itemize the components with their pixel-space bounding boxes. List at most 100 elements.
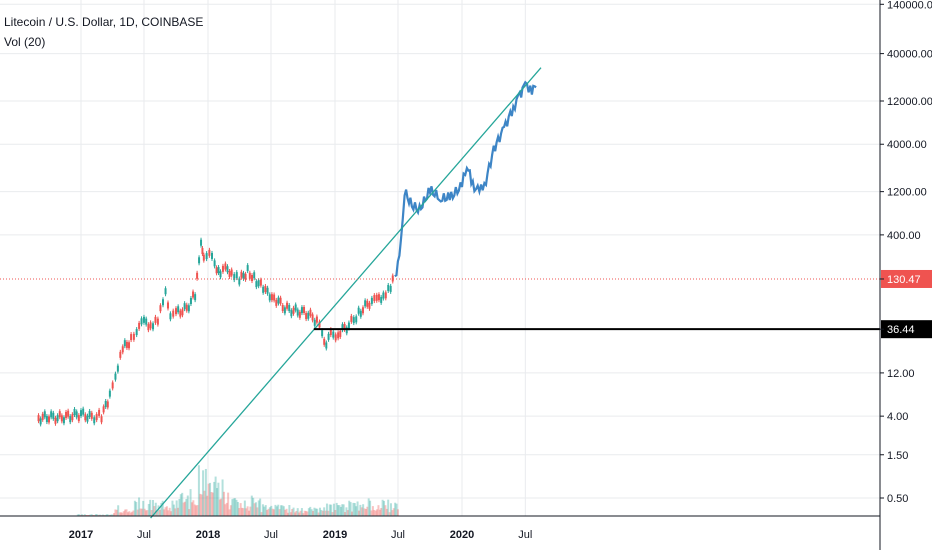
price-candle-body bbox=[384, 292, 387, 299]
price-candle-body bbox=[246, 265, 249, 272]
price-candle-body bbox=[208, 249, 211, 256]
volume-bar bbox=[385, 508, 388, 516]
volume-bar bbox=[234, 498, 237, 516]
volume-bar bbox=[146, 510, 149, 516]
price-candle-body bbox=[347, 322, 350, 329]
volume-bar bbox=[90, 514, 93, 516]
volume-bar bbox=[328, 504, 331, 516]
volume-bar bbox=[383, 500, 386, 516]
volume-bar bbox=[341, 504, 344, 516]
price-candle-body bbox=[366, 300, 369, 307]
volume-bar bbox=[373, 509, 376, 516]
last-price-badge bbox=[881, 269, 932, 288]
volume-bar bbox=[396, 509, 399, 516]
volume-bar bbox=[185, 499, 188, 516]
last-price-label: 130.47 bbox=[887, 274, 921, 286]
price-candle-body bbox=[164, 288, 167, 295]
y-tick-label: 4000.00 bbox=[887, 139, 927, 151]
volume-bar bbox=[149, 499, 152, 516]
price-candle-body bbox=[300, 307, 303, 314]
volume-bar bbox=[143, 508, 146, 516]
price-candle-body bbox=[313, 319, 316, 326]
volume-bar bbox=[128, 511, 131, 516]
volume-bar bbox=[190, 502, 193, 516]
volume-bar bbox=[202, 470, 205, 516]
volume-bar bbox=[183, 501, 186, 516]
volume-bar bbox=[334, 510, 337, 516]
volume-bar bbox=[119, 512, 122, 516]
price-candle-body bbox=[86, 415, 89, 422]
price-candle-body bbox=[215, 267, 218, 274]
price-candle-body bbox=[375, 294, 378, 301]
volume-bar bbox=[211, 492, 214, 516]
legend-symbol-title[interactable]: Litecoin / U.S. Dollar, 1D, COINBASE bbox=[4, 15, 204, 29]
volume-bar bbox=[165, 506, 168, 516]
price-candle-body bbox=[189, 298, 192, 305]
legend-volume-label[interactable]: Vol (20) bbox=[4, 35, 46, 49]
price-candle-body bbox=[114, 373, 117, 380]
volume-bar bbox=[163, 509, 166, 516]
volume-bar bbox=[367, 498, 370, 516]
price-candle-body bbox=[119, 351, 122, 358]
price-candle-body bbox=[350, 315, 353, 322]
price-candle-body bbox=[298, 311, 301, 318]
volume-bar bbox=[325, 503, 328, 516]
volume-bar bbox=[156, 511, 159, 516]
price-candle-body bbox=[123, 340, 126, 347]
volume-bar bbox=[78, 514, 81, 516]
volume-bar bbox=[310, 509, 313, 516]
price-candle-body bbox=[169, 313, 172, 320]
volume-bar bbox=[300, 508, 303, 516]
volume-bar bbox=[182, 502, 185, 516]
price-candle-body bbox=[41, 413, 44, 420]
volume-bar bbox=[235, 499, 238, 516]
price-candle-body bbox=[343, 323, 346, 330]
volume-bar bbox=[245, 508, 248, 516]
volume-bar bbox=[257, 500, 260, 516]
price-candle-body bbox=[121, 346, 124, 353]
volume-bar bbox=[216, 488, 219, 516]
volume-bar bbox=[186, 495, 189, 516]
volume-bar bbox=[135, 501, 138, 516]
price-candle-body bbox=[382, 292, 385, 299]
price-candle-body bbox=[39, 418, 42, 425]
price-candle-body bbox=[88, 410, 91, 417]
volume-bar bbox=[124, 509, 127, 516]
volume-bar bbox=[351, 511, 354, 516]
price-candle-body bbox=[100, 416, 103, 423]
volume-bar bbox=[238, 508, 241, 516]
volume-bar bbox=[374, 510, 377, 516]
price-candle-body bbox=[391, 275, 394, 282]
price-candle-body bbox=[248, 272, 251, 279]
volume-bar bbox=[285, 508, 288, 516]
volume-bar bbox=[306, 511, 309, 516]
volume-bar bbox=[362, 504, 365, 516]
price-candle-body bbox=[377, 294, 380, 301]
price-candle-body bbox=[116, 365, 119, 372]
volume-bar bbox=[131, 511, 134, 516]
volume-bar bbox=[81, 514, 83, 516]
y-tick-label: 1.50 bbox=[887, 450, 908, 462]
volume-bar bbox=[313, 507, 316, 516]
volume-bar bbox=[122, 511, 125, 516]
volume-bar bbox=[345, 507, 348, 516]
price-candle-body bbox=[221, 265, 224, 272]
price-candle-body bbox=[154, 316, 157, 323]
volume-bar bbox=[179, 494, 182, 516]
volume-bar bbox=[125, 509, 128, 516]
price-candle-body bbox=[339, 330, 342, 337]
price-candle-body bbox=[58, 411, 61, 418]
volume-bar bbox=[384, 505, 387, 516]
volume-bar bbox=[356, 501, 359, 516]
price-candle-body bbox=[219, 271, 222, 278]
price-candle-body bbox=[259, 279, 262, 286]
volume-bar bbox=[260, 512, 263, 516]
volume-bar bbox=[266, 509, 269, 516]
price-candle-body bbox=[69, 416, 72, 423]
price-candle-body bbox=[387, 284, 390, 291]
price-candle-body bbox=[166, 302, 169, 309]
volume-bar bbox=[115, 509, 118, 516]
series-layer bbox=[37, 80, 537, 427]
price-candle-body bbox=[238, 278, 241, 285]
